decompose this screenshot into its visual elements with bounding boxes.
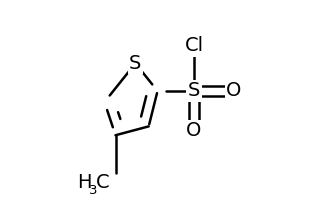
Text: O: O [186,121,202,140]
Text: S: S [129,54,142,73]
Text: C: C [95,173,109,192]
Text: Cl: Cl [185,36,204,55]
Text: S: S [188,82,200,101]
Text: 3: 3 [89,184,97,197]
Text: O: O [226,82,242,101]
Text: H: H [77,173,91,192]
